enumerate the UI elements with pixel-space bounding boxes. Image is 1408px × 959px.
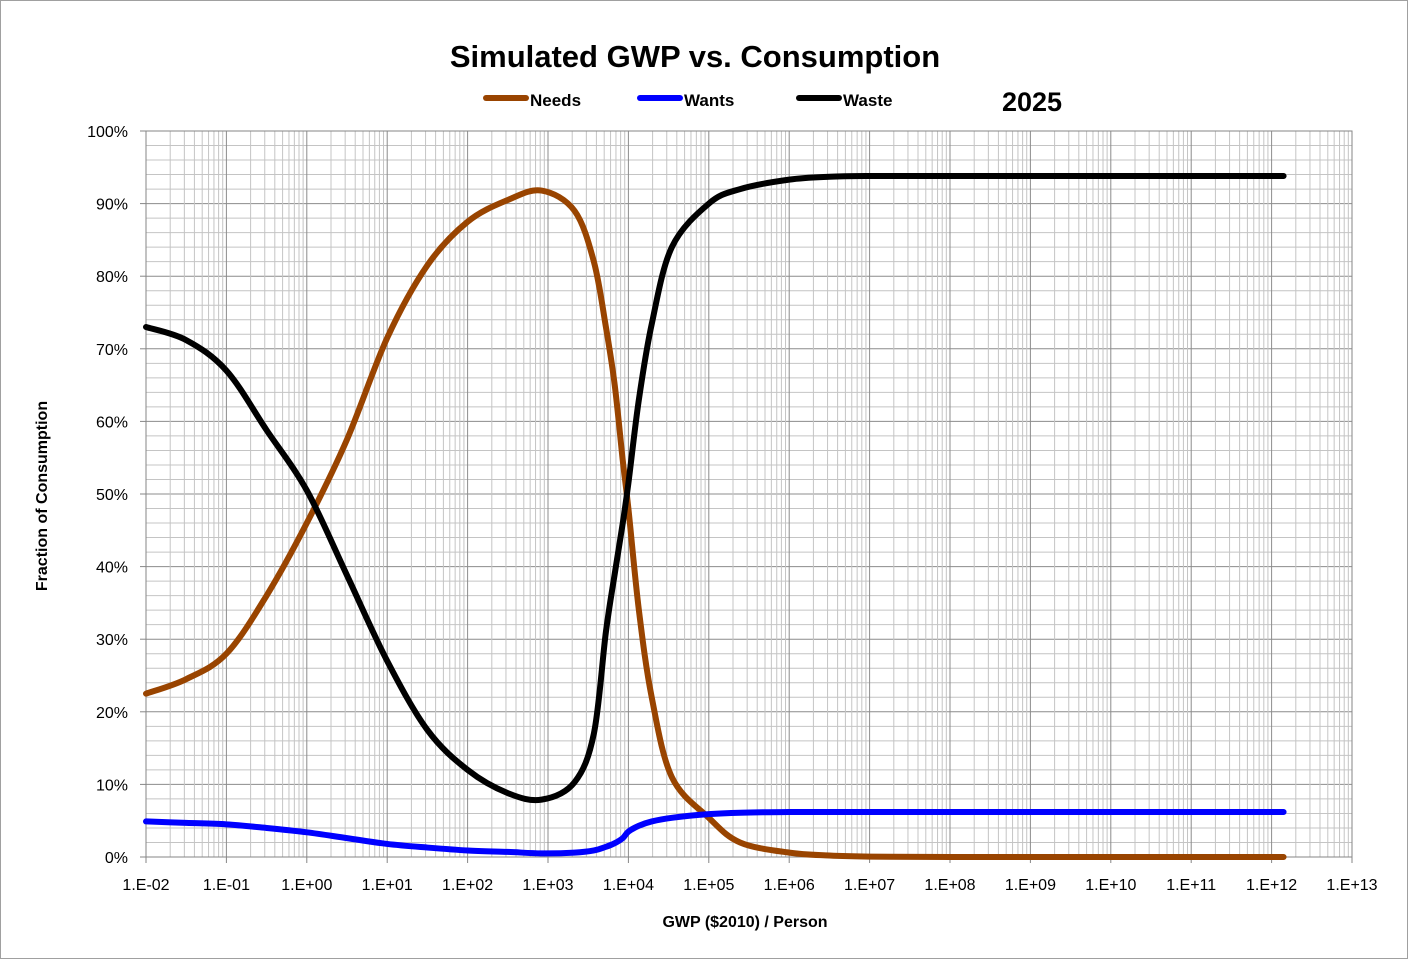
x-tick-label: 1.E+11 [1166, 877, 1216, 894]
y-tick-label: 20% [96, 705, 128, 722]
series-lines [143, 172, 1287, 861]
x-tick-label: 1.E+08 [924, 877, 975, 894]
x-tick-label: 1.E+09 [1005, 877, 1056, 894]
x-tick-label: 1.E+07 [844, 877, 895, 894]
y-tick-label: 40% [96, 560, 128, 577]
y-tick-label: 90% [96, 197, 128, 214]
y-tick-label: 80% [96, 269, 128, 286]
series-line-needs [143, 187, 1287, 861]
y-tick-label: 100% [87, 124, 128, 141]
series-line-wants [143, 808, 1287, 857]
y-axis-title: Fraction of Consumption [34, 401, 51, 591]
x-tick-label: 1.E+12 [1246, 877, 1297, 894]
x-tick-label: 1.E-01 [203, 877, 250, 894]
x-tick-label: 1.E+13 [1326, 877, 1377, 894]
ticks: 1.E-02 1.E-01 1.E+00 1.E+01 1.E+02 1.E+03 1.E+… [87, 124, 1378, 894]
legend-label-waste: Waste [843, 91, 892, 110]
x-tick-label: 1.E+05 [683, 877, 734, 894]
x-tick-label: 1.E+06 [764, 877, 815, 894]
series-line-waste [143, 172, 1287, 804]
x-tick-label: 1.E+00 [281, 877, 332, 894]
y-tick-label: 60% [96, 414, 128, 431]
x-tick-label: 1.E+02 [442, 877, 493, 894]
y-tick-label: 0% [105, 850, 128, 867]
x-tick-label: 1.E+10 [1085, 877, 1136, 894]
y-tick-label: 70% [96, 342, 128, 359]
x-tick-label: 1.E+01 [362, 877, 413, 894]
y-tick-label: 50% [96, 487, 128, 504]
grid [145, 130, 1353, 858]
y-tick-label: 30% [96, 632, 128, 649]
y-tick-label: 10% [96, 777, 128, 794]
chart-title: Simulated GWP vs. Consumption [450, 39, 940, 74]
x-tick-label: 1.E-02 [122, 877, 169, 894]
x-tick-label: 1.E+04 [603, 877, 654, 894]
year-annotation: 2025 [1002, 87, 1062, 117]
x-tick-label: 1.E+03 [522, 877, 573, 894]
x-axis-title: GWP ($2010) / Person [662, 914, 827, 931]
legend-label-needs: Needs [530, 91, 581, 110]
legend-label-wants: Wants [684, 91, 734, 110]
legend: Needs Wants Waste [483, 91, 892, 110]
